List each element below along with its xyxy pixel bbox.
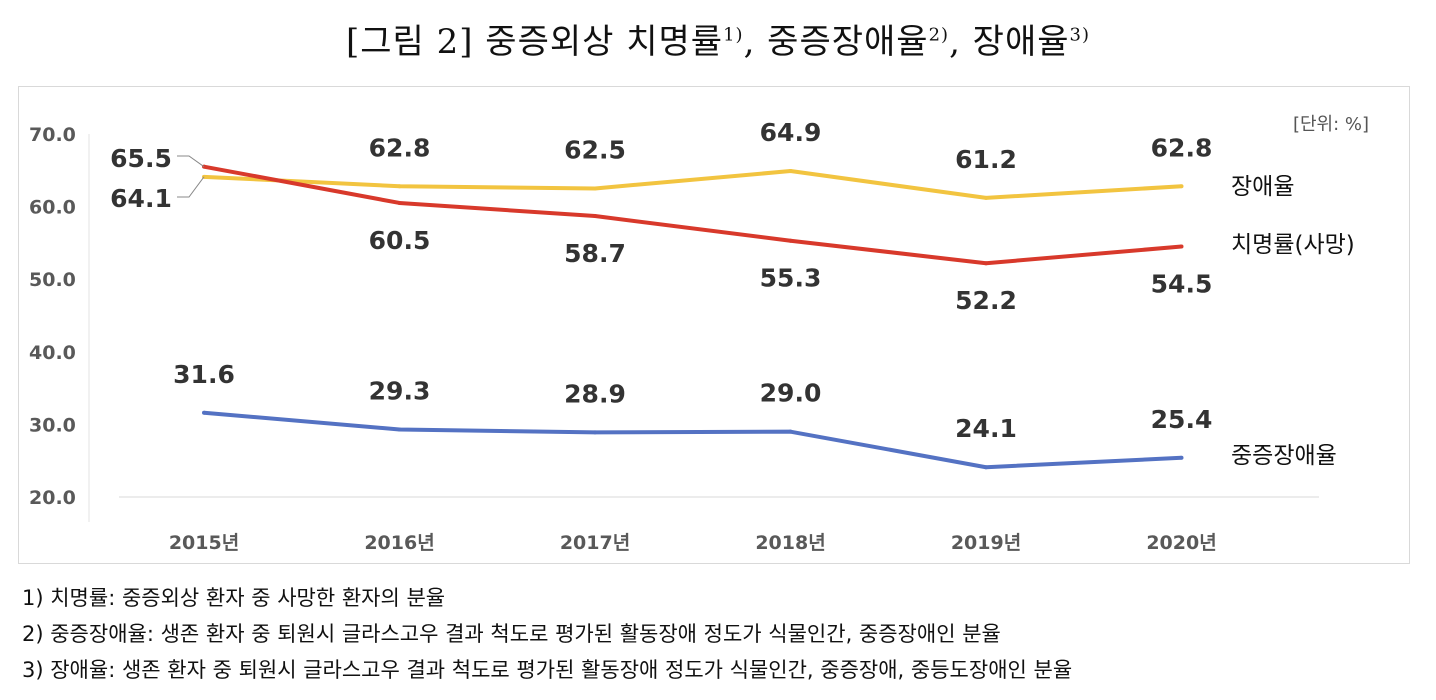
title-footnote-2: 2): [928, 24, 950, 46]
x-tick-label: 2020년: [1146, 532, 1216, 554]
x-tick-label: 2015년: [169, 532, 239, 554]
data-label: 60.5: [369, 226, 431, 255]
data-point: [397, 200, 402, 205]
x-tick-label: 2016년: [364, 532, 434, 554]
title-part-2: , 중증장애율: [743, 22, 929, 62]
x-tick-label: 2018년: [755, 532, 825, 554]
data-label: 62.8: [369, 133, 431, 162]
title-footnote-1: 1): [723, 24, 744, 46]
y-tick-label: 20.0: [29, 487, 76, 509]
data-point: [593, 186, 597, 191]
leader-line: [177, 155, 205, 168]
data-point: [202, 410, 206, 415]
line-chart: 70.0 60.0 50.0 40.0 30.0 20.0 2015년 2016년 2017년 2…: [29, 114, 1369, 554]
data-point: [593, 214, 597, 219]
data-point: [1179, 455, 1184, 460]
data-label: 29.3: [369, 376, 431, 405]
title-main: [그림 2] 중증외상 치명률: [345, 22, 724, 62]
series-line-2: [203, 164, 1182, 266]
unit-label: [단위: %]: [1293, 114, 1369, 135]
data-label: 62.5: [564, 135, 626, 164]
data-point: [593, 430, 597, 435]
x-tick-label: 2019년: [951, 532, 1021, 554]
footnote-2: 2) 중증장애율: 생존 환자 중 퇴원시 글라스고우 결과 척도로 평가된 활…: [22, 622, 1001, 646]
y-tick-label: 30.0: [29, 414, 76, 436]
footnote-3: 3) 장애율: 생존 환자 중 퇴원시 글라스고우 결과 척도로 평가된 활동장…: [22, 658, 1073, 682]
footnotes: 1) 치명률: 중증외상 환자 중 사망한 환자의 분율 2) 중증장애율: 생…: [22, 580, 1072, 688]
series-line-3: [203, 410, 1182, 470]
data-point: [397, 427, 402, 432]
data-label: 24.1: [955, 414, 1017, 443]
data-label: 62.8: [1151, 133, 1213, 162]
data-point: [788, 429, 793, 434]
data-label: 25.4: [1151, 405, 1213, 434]
x-tick-label: 2017년: [560, 532, 630, 554]
footnote-1: 1) 치명률: 중증외상 환자 중 사망한 환자의 분율: [22, 586, 446, 610]
y-tick-label: 40.0: [29, 342, 76, 364]
chart-frame: 70.0 60.0 50.0 40.0 30.0 20.0 2015년 2016년 2017년 2…: [18, 86, 1410, 564]
data-label: 65.5: [110, 144, 172, 173]
data-label: 64.9: [760, 118, 822, 147]
y-tick-label: 50.0: [29, 269, 76, 291]
title-footnote-3: 3): [1069, 24, 1091, 46]
data-label: 55.3: [760, 264, 822, 293]
series-name-label: 중증장애율: [1231, 443, 1337, 469]
y-tick-label: 60.0: [29, 197, 76, 219]
data-point: [984, 195, 988, 200]
data-label: 28.9: [564, 379, 626, 408]
data-label: 31.6: [173, 360, 235, 389]
y-tick-label: 70.0: [29, 124, 76, 146]
title-part-3: , 장애율: [949, 22, 1070, 62]
figure-title: [그림 2] 중증외상 치명률1), 중증장애율2), 장애율3): [0, 14, 1436, 63]
data-point: [984, 465, 988, 470]
data-label: 52.2: [955, 286, 1017, 315]
data-point: [397, 184, 402, 189]
data-label: 54.5: [1151, 270, 1213, 299]
series-line-1: [203, 169, 1182, 200]
series-name-label: 장애율: [1231, 174, 1294, 200]
data-point: [1179, 244, 1184, 249]
data-point: [788, 169, 793, 174]
data-point: [788, 238, 793, 243]
data-label: 58.7: [564, 239, 626, 268]
leader-line: [177, 176, 205, 198]
series-name-label: 치명률(사망): [1231, 232, 1355, 258]
data-label: 61.2: [955, 145, 1017, 174]
data-label: 29.0: [760, 379, 822, 408]
data-point: [1179, 184, 1184, 189]
data-label: 64.1: [110, 184, 172, 213]
data-point: [984, 261, 988, 266]
